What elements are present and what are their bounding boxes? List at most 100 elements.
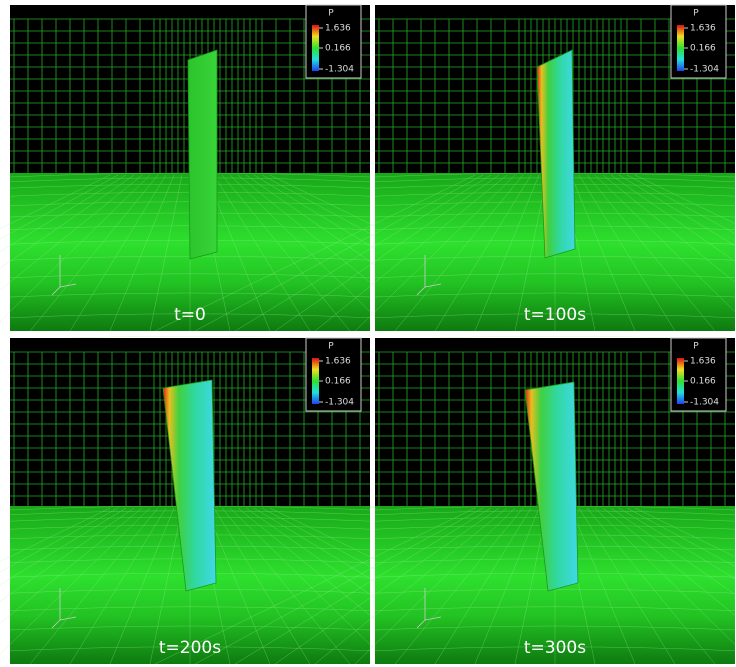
ground-line (9, 313, 371, 319)
ground-line (69, 174, 167, 332)
ground-line (221, 174, 351, 332)
ground-line (578, 507, 676, 665)
ground-line (394, 507, 524, 665)
ground-line (626, 507, 736, 568)
ground-line (394, 174, 524, 332)
ground-line (374, 313, 736, 319)
ground-line (9, 625, 371, 631)
ground-line (314, 174, 508, 332)
axis-triad (51, 255, 77, 296)
ground-line (618, 507, 736, 580)
ground-line (0, 507, 151, 655)
legend: P 1.636 0.166 -1.304 (670, 337, 727, 412)
panel: P 1.636 0.166 -1.304 t=100s (154, 4, 736, 365)
ground-line (354, 174, 516, 332)
legend-scale (677, 25, 684, 71)
ground-line (213, 174, 311, 332)
ground-line (274, 174, 500, 332)
plate (162, 379, 217, 592)
ground-line (9, 646, 371, 652)
ground-line (0, 174, 111, 229)
ground-line (594, 507, 736, 646)
ground-line (274, 507, 500, 665)
ground-line (634, 174, 736, 225)
ground-line (374, 625, 736, 631)
ground-line (354, 507, 516, 665)
ground-line (229, 507, 391, 665)
ground-line (374, 646, 736, 652)
ground-line (586, 507, 716, 665)
plate (536, 49, 576, 259)
legend-label: -1.304 (325, 65, 354, 75)
ground-line (0, 174, 151, 322)
ground-line (434, 174, 532, 332)
legend-title: P (328, 342, 334, 352)
ground-line (374, 255, 736, 261)
ground-line (194, 507, 484, 665)
ground-line (221, 507, 351, 665)
ground-line (626, 174, 736, 235)
legend-label: 0.166 (325, 377, 351, 387)
legend-label: 0.166 (325, 44, 351, 54)
ground-line (109, 174, 175, 332)
legend-label: -1.304 (690, 398, 719, 408)
ground-line (29, 507, 159, 665)
legend-label: 1.636 (325, 357, 351, 367)
legend-scale (677, 358, 684, 404)
legend-label: -1.304 (690, 65, 719, 75)
ground-line (314, 507, 508, 665)
caption: t=100s (524, 305, 586, 325)
legend-title: P (693, 342, 699, 352)
ground-line (9, 292, 371, 298)
ground-line (570, 174, 636, 332)
legend-label: -1.304 (325, 398, 354, 408)
ground-line (234, 174, 492, 332)
legend-scale (312, 25, 319, 71)
ground-line (514, 174, 548, 332)
panel: P 1.636 0.166 -1.304 t=200s (0, 337, 591, 665)
ground-line (0, 507, 135, 602)
panel: P 1.636 0.166 -1.304 t=0 (0, 4, 591, 365)
plate (187, 49, 218, 260)
ground-line (213, 507, 311, 665)
legend-label: 1.636 (690, 357, 716, 367)
legend: P 1.636 0.166 -1.304 (305, 4, 362, 79)
legend-label: 0.166 (690, 44, 716, 54)
ground-line (434, 507, 532, 665)
ground-line (602, 174, 736, 284)
ground-line (374, 273, 736, 279)
ground-line (229, 174, 391, 332)
ground-line (154, 174, 476, 332)
ground-line (594, 174, 736, 313)
ground-line (374, 606, 736, 612)
caption: t=200s (159, 638, 221, 658)
ground-line (618, 174, 736, 247)
ground-line (610, 174, 736, 263)
ground-line (234, 507, 492, 665)
ground-line (0, 174, 143, 291)
ground-line (9, 606, 371, 612)
legend-scale (312, 358, 319, 404)
caption: t=0 (174, 305, 206, 325)
ground-line (205, 507, 271, 665)
ground-line (602, 507, 736, 617)
legend: P 1.636 0.166 -1.304 (305, 337, 362, 412)
plate (524, 381, 579, 592)
legend-label: 1.636 (325, 24, 351, 34)
ground-line (109, 507, 175, 665)
legend-title: P (328, 9, 334, 19)
ground-line (149, 507, 183, 665)
caption: t=300s (524, 638, 586, 658)
ground-line (0, 507, 111, 562)
ground-line (634, 507, 736, 558)
ground-line (0, 174, 127, 253)
ground-line (194, 174, 484, 332)
ground-line (29, 174, 159, 332)
ground-line (610, 507, 736, 596)
legend-label: 0.166 (690, 377, 716, 387)
ground-line (0, 507, 127, 586)
panel: P 1.636 0.166 -1.304 t=300s (154, 337, 736, 665)
legend-label: 1.636 (690, 24, 716, 34)
